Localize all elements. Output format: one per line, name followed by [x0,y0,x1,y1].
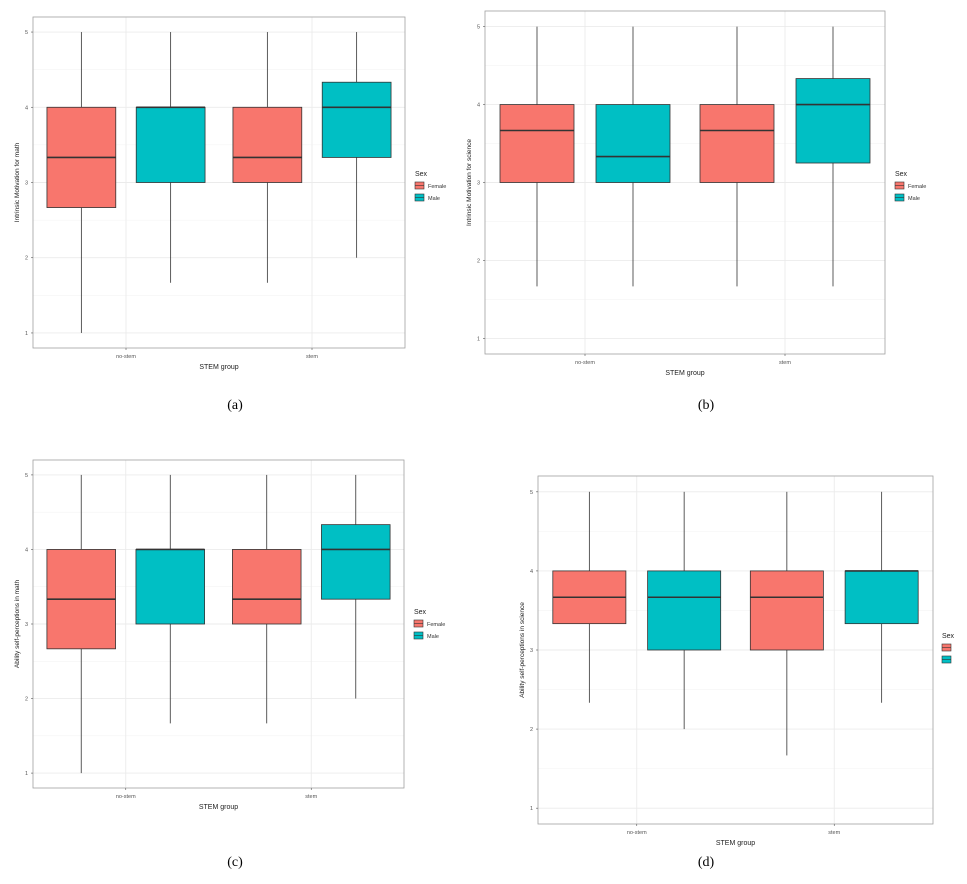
y-tick-label: 3 [25,622,28,628]
iqr-box [795,78,871,164]
box-stem-female [232,474,302,724]
y-axis-title: Intrinsic Motivation for math [14,142,21,222]
legend-title: Sex [415,171,428,178]
y-tick-label: 1 [477,336,480,342]
panel-caption: (a) [227,398,243,413]
y-tick-label: 3 [477,181,480,187]
x-tick-label: stem [828,830,840,836]
panel-caption: (c) [227,855,243,870]
chart-panel: 1 2 3 4 5 no-stem stem STEM group Intrinsic Moti… [466,10,926,377]
iqr-box [699,104,775,183]
legend-label-female: Female [427,622,445,628]
box-stem-male [844,491,919,703]
box-no-stem-male [135,32,206,283]
y-tick-label: 4 [477,103,480,109]
box-no-stem-male [647,491,722,730]
y-tick-label: 1 [25,331,28,337]
iqr-box [499,104,575,183]
x-tick-label: stem [306,354,318,360]
chart-panel: 1 2 3 4 5 no-stem stem STEM group Intrinsic Moti… [14,16,446,371]
y-tick-label: 5 [477,25,480,31]
box-stem-female [699,26,775,287]
y-tick-label: 2 [530,727,533,733]
chart-panel: 1 2 3 4 5 no-stem stem STEM group Ability self-p… [519,475,955,847]
y-axis-title: Intrinsic Motivation for science [466,139,473,226]
x-tick-label: no-stem [575,360,595,366]
x-tick-label: stem [305,794,317,800]
iqr-box [749,570,824,651]
box-stem-male [321,32,392,258]
y-tick-label: 2 [25,697,28,703]
box-no-stem-female [499,26,575,287]
iqr-box [321,524,391,600]
y-tick-label: 1 [530,806,533,812]
legend-label-male: Male [427,634,439,640]
chart-panel: 1 2 3 4 5 no-stem stem STEM group Ability self-p… [14,459,445,811]
legend-label-male: Male [428,196,440,202]
y-tick-label: 4 [530,569,533,575]
iqr-box [232,106,303,183]
x-tick-label: no-stem [627,830,647,836]
box-no-stem-female [46,32,117,333]
x-axis-title: STEM group [716,840,755,847]
y-tick-label: 3 [530,648,533,654]
y-tick-label: 5 [530,490,533,496]
box-no-stem-female [552,491,627,703]
box-no-stem-male [135,474,205,724]
y-tick-label: 4 [25,105,28,111]
y-tick-label: 2 [25,256,28,262]
legend-title: Sex [942,633,955,640]
y-tick-label: 3 [25,181,28,187]
iqr-box [844,570,919,625]
panel-caption: (d) [698,855,715,870]
box-no-stem-male [595,26,671,287]
y-tick-label: 1 [25,771,28,777]
box-stem-female [232,32,303,283]
panel-caption: (b) [698,398,715,413]
legend-label-female: Female [428,184,446,190]
x-axis-title: STEM group [665,370,704,377]
y-axis-title: Ability self-perceptions in math [14,580,21,669]
x-tick-label: no-stem [116,354,136,360]
iqr-box [135,106,206,183]
y-tick-label: 2 [477,258,480,264]
x-tick-label: stem [779,360,791,366]
box-no-stem-female [46,474,116,774]
iqr-box [647,570,722,651]
legend: Sex [941,633,955,664]
iqr-box [321,81,392,158]
box-stem-female [749,491,824,756]
x-axis-title: STEM group [199,804,238,811]
legend-title: Sex [414,609,427,616]
box-stem-male [795,26,871,287]
x-tick-label: no-stem [116,794,136,800]
y-tick-label: 4 [25,547,28,553]
x-axis-title: STEM group [199,364,238,371]
y-tick-label: 5 [25,473,28,479]
legend-label-female: Female [908,184,926,190]
y-axis-title: Ability self-perceptions in science [519,602,526,698]
iqr-box [232,549,302,625]
legend-label-male: Male [908,196,920,202]
iqr-box [135,549,205,625]
iqr-box [595,104,671,183]
y-tick-label: 5 [25,30,28,36]
legend-title: Sex [895,171,908,178]
box-stem-male [321,474,391,699]
